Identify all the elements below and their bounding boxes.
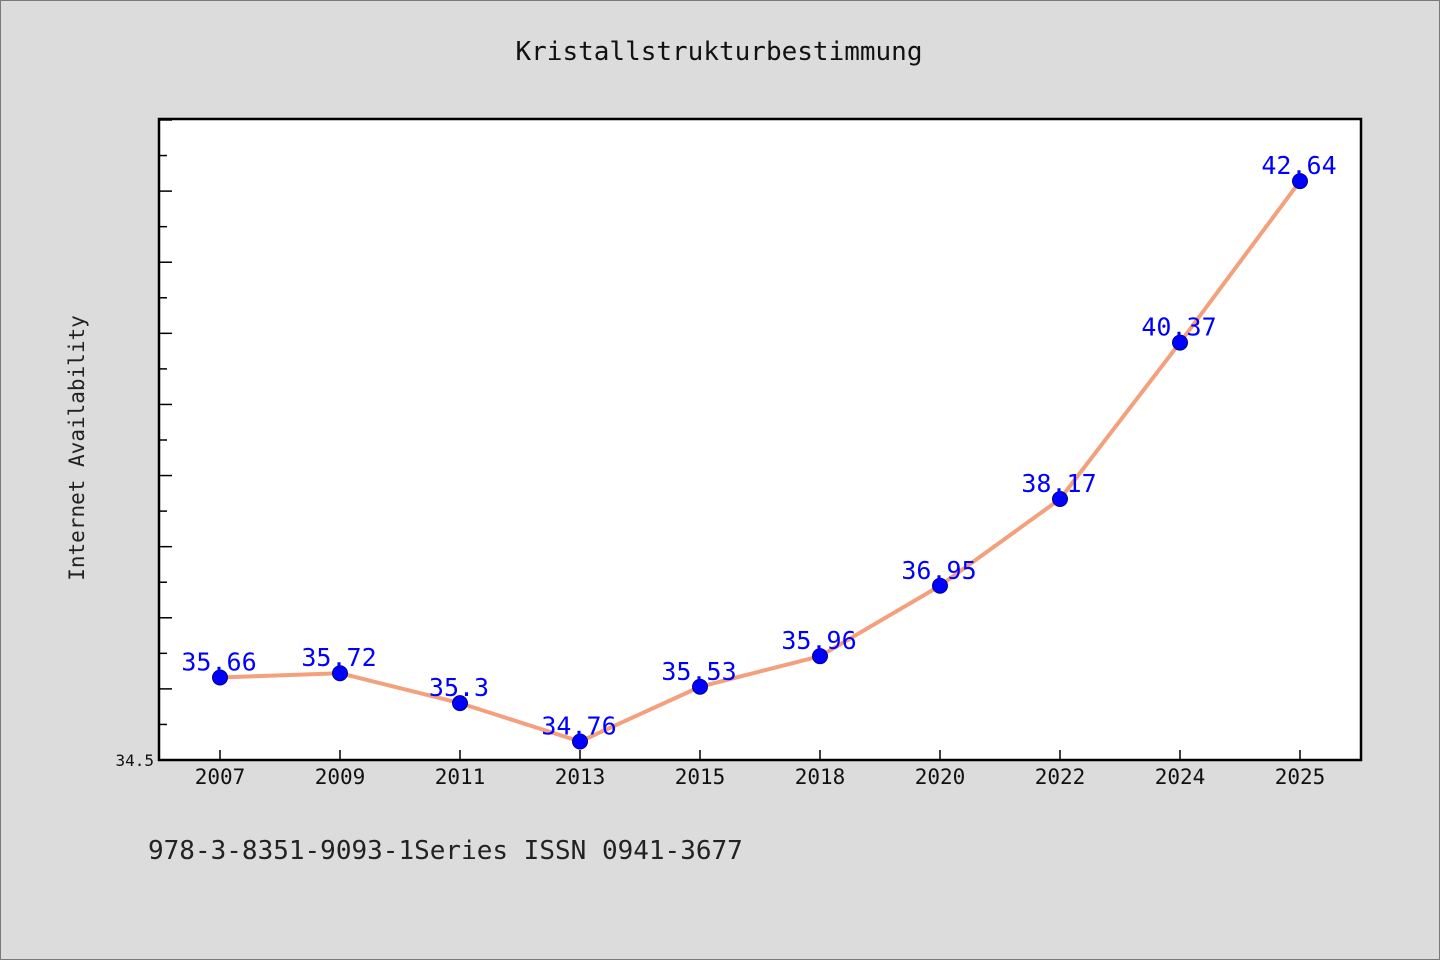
data-points <box>212 173 1308 750</box>
x-tick-label: 2007 <box>195 765 246 789</box>
y-tick-label: 34.5 <box>115 751 154 770</box>
data-point <box>1292 173 1308 190</box>
data-label: 35.96 <box>781 626 856 655</box>
data-label: 40.37 <box>1141 313 1216 342</box>
data-label: 38.17 <box>1021 469 1096 498</box>
data-point <box>1052 491 1068 508</box>
data-point <box>692 678 708 695</box>
x-tick-label: 2015 <box>675 765 726 789</box>
footer-text: 978-3-8351-9093-1Series ISSN 0941-3677 <box>148 836 743 866</box>
chart-title: Kristallstrukturbestimmung <box>516 37 923 67</box>
data-point <box>1172 334 1188 351</box>
x-tick-label: 2018 <box>795 765 846 789</box>
data-label: 36.95 <box>901 556 976 585</box>
data-labels: 35.66 35.72 35.3 34.76 35.53 35.96 36.95 38.17 4… <box>181 151 1336 740</box>
data-label: 35.66 <box>181 648 256 677</box>
data-label: 42.64 <box>1261 151 1336 180</box>
plot-area <box>157 117 1363 762</box>
y-axis-label: Internet Availability <box>65 315 89 581</box>
series-line <box>218 179 1302 744</box>
x-tick-label: 2011 <box>435 765 486 789</box>
data-point <box>332 665 348 682</box>
x-tick-label: 2020 <box>915 765 966 789</box>
data-label: 35.72 <box>301 643 376 672</box>
data-point <box>212 669 228 686</box>
data-point <box>452 695 468 712</box>
data-label: 35.3 <box>429 673 489 702</box>
x-tick-label: 2025 <box>1275 765 1326 789</box>
data-point <box>572 733 588 750</box>
data-label: 34.76 <box>541 712 616 741</box>
data-point <box>812 648 828 665</box>
data-label: 35.53 <box>661 657 736 686</box>
x-axis-ticks: 2007 2009 2011 2013 2015 2018 2020 2022 2024 2025 <box>195 750 1326 789</box>
x-tick-label: 2009 <box>315 765 366 789</box>
x-tick-label: 2022 <box>1035 765 1086 789</box>
x-tick-label: 2024 <box>1155 765 1206 789</box>
y-axis-ticks: 34.5 <box>115 119 172 770</box>
x-tick-label: 2013 <box>555 765 606 789</box>
data-point <box>932 577 948 594</box>
